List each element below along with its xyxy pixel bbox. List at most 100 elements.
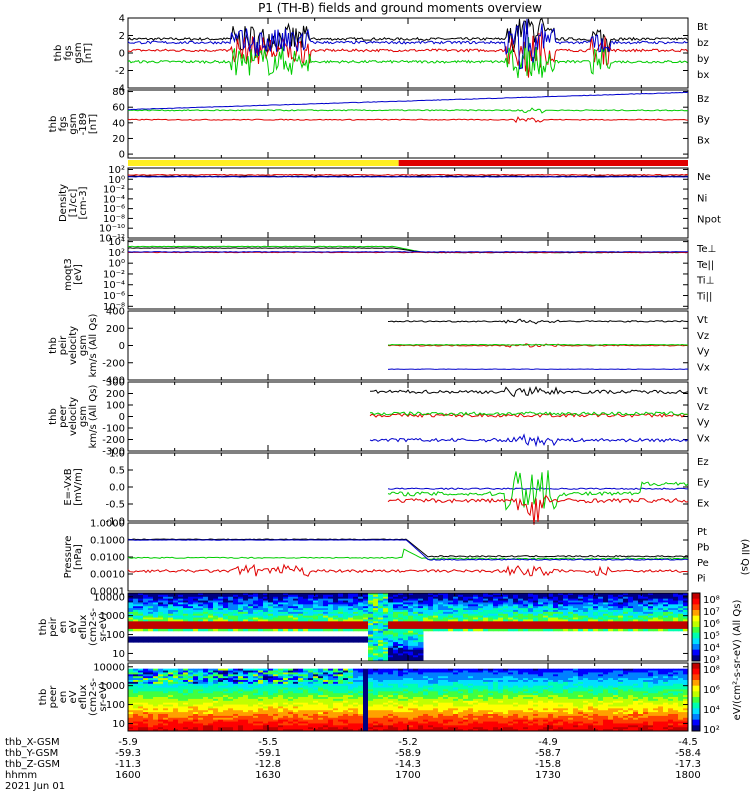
y-tick-label: 10⁰ <box>108 259 125 270</box>
peer-spectrogram-cell <box>338 678 344 681</box>
peir-spectrogram-cell <box>383 636 389 639</box>
peir-spectrogram-cell <box>378 640 384 643</box>
peir-spectrogram-cell <box>188 602 194 605</box>
y-axis-label: [cm-3] <box>78 186 89 219</box>
peir-spectrogram-cell <box>213 623 219 626</box>
peir-spectrogram-cell <box>628 613 634 617</box>
peer-spectrogram-cell <box>413 693 419 696</box>
peer-spectrogram-cell <box>343 723 349 726</box>
peir-spectrogram-cell <box>403 640 409 643</box>
peir-spectrogram-cell <box>383 617 389 620</box>
peir-spectrogram-cell <box>248 604 254 607</box>
peir-spectrogram-cell <box>213 611 219 615</box>
peir-spectrogram-cell <box>553 604 559 607</box>
peer-spectrogram-cell <box>268 698 274 702</box>
peer-spectrogram-cell <box>338 674 344 677</box>
peir-spectrogram-cell <box>213 610 219 613</box>
peir-spectrogram-cell <box>448 615 454 619</box>
peer-spectrogram-cell <box>268 725 274 728</box>
peir-spectrogram-cell <box>133 610 139 613</box>
peir-spectrogram-cell <box>288 593 294 596</box>
peir-spectrogram-cell <box>163 604 169 607</box>
peer-spectrogram-cell <box>213 683 219 687</box>
series-ex <box>387 487 688 490</box>
peer-spectrogram-cell <box>288 714 294 717</box>
peir-spectrogram-cell <box>178 615 184 619</box>
peer-spectrogram-cell <box>388 683 394 687</box>
peer-spectrogram-cell <box>153 670 159 673</box>
peer-spectrogram-cell <box>378 681 384 685</box>
peer-spectrogram-cell <box>138 725 144 728</box>
peir-spectrogram-cell <box>528 613 534 617</box>
peir-spectrogram-cell <box>233 617 239 620</box>
peer-spectrogram-cell <box>148 715 154 719</box>
peer-spectrogram-cell <box>258 714 264 717</box>
peir-spectrogram-cell <box>308 598 314 602</box>
peir-spectrogram-cell <box>388 651 394 654</box>
peer-spectrogram-cell <box>313 687 319 690</box>
peir-spectrogram-cell <box>253 617 259 620</box>
peer-spectrogram-cell <box>313 674 319 677</box>
peer-spectrogram-cell <box>248 680 254 683</box>
peir-spectrogram-cell <box>443 610 449 613</box>
peir-spectrogram-cell <box>263 615 269 619</box>
peir-spectrogram-cell <box>303 615 309 619</box>
peer-spectrogram-cell <box>343 683 349 687</box>
peir-spectrogram-cell <box>303 640 309 643</box>
peer-spectrogram-cell <box>343 729 349 732</box>
peir-spectrogram-cell <box>498 623 504 626</box>
peir-spectrogram-cell <box>643 604 649 607</box>
peir-spectrogram-cell <box>158 617 164 620</box>
peir-spectrogram-cell <box>173 596 179 600</box>
peer-spectrogram-cell <box>273 685 279 689</box>
peer-spectrogram-cell <box>173 683 179 687</box>
peir-spectrogram-cell <box>143 627 149 630</box>
peer-spectrogram-cell <box>168 685 174 689</box>
peer-spectrogram-cell <box>393 689 399 692</box>
peer-spectrogram-cell <box>278 725 284 728</box>
peir-spectrogram-cell <box>323 625 329 628</box>
peir-spectrogram-cell <box>528 611 534 615</box>
peer-spectrogram-cell <box>128 674 134 677</box>
peer-spectrogram-cell <box>203 719 209 723</box>
peer-spectrogram-cell <box>253 680 259 683</box>
peir-spectrogram-cell <box>643 621 649 624</box>
peir-spectrogram-cell <box>638 600 644 603</box>
peer-spectrogram-cell <box>283 683 289 687</box>
peir-spectrogram-cell <box>348 610 354 613</box>
peer-spectrogram-cell <box>213 700 219 704</box>
peer-spectrogram-cell <box>408 717 414 721</box>
peir-spectrogram-cell <box>623 623 629 626</box>
peir-spectrogram-cell <box>223 615 229 619</box>
peir-spectrogram-cell <box>433 615 439 619</box>
peer-spectrogram-cell <box>353 689 359 692</box>
peir-spectrogram-cell <box>233 610 239 613</box>
peir-spectrogram-cell <box>218 640 224 643</box>
peir-spectrogram-cell <box>633 627 639 630</box>
peir-spectrogram-cell <box>173 623 179 626</box>
peir-spectrogram-cell <box>363 610 369 613</box>
peir-spectrogram-cell <box>443 628 449 632</box>
peir-spectrogram-cell <box>308 617 314 620</box>
peer-spectrogram-cell <box>358 689 364 692</box>
peir-spectrogram-cell <box>183 594 189 598</box>
peir-spectrogram-cell <box>678 615 684 619</box>
peir-spectrogram-cell <box>633 606 639 609</box>
peir-spectrogram-cell <box>253 593 259 596</box>
peer-spectrogram-cell <box>153 721 159 724</box>
peer-spectrogram-cell <box>243 698 249 702</box>
peir-spectrogram-cell <box>618 596 624 600</box>
peer-spectrogram-cell <box>228 700 234 704</box>
peir-spectrogram-cell <box>483 604 489 607</box>
peir-spectrogram-cell <box>158 625 164 628</box>
peir-spectrogram-cell <box>143 628 149 632</box>
peer-spectrogram-cell <box>383 691 389 694</box>
peir-spectrogram-cell <box>483 623 489 626</box>
peir-spectrogram-cell <box>398 655 404 658</box>
peir-spectrogram-cell <box>163 611 169 615</box>
peir-spectrogram-cell <box>188 617 194 620</box>
peer-spectrogram-cell <box>313 678 319 681</box>
peir-spectrogram-cell <box>478 611 484 615</box>
peer-spectrogram-cell <box>323 719 329 723</box>
peir-spectrogram-cell <box>533 593 539 596</box>
